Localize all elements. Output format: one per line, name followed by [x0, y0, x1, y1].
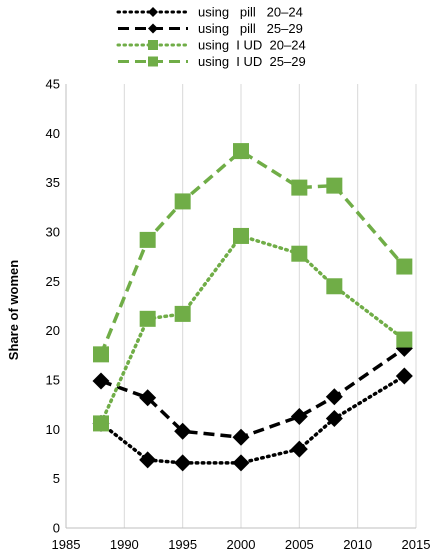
- data-point: [139, 310, 156, 327]
- y-tick-label: 45: [46, 77, 60, 92]
- x-tick-label: 2010: [343, 537, 372, 552]
- data-point: [326, 278, 343, 295]
- series-line: [99, 374, 407, 465]
- y-tick-label: 20: [46, 323, 60, 338]
- legend-label: using I UD 25–29: [198, 54, 306, 69]
- data-point: [291, 179, 308, 196]
- data-point: [396, 331, 413, 348]
- y-tick-label: 5: [53, 471, 60, 486]
- legend-entry: using I UD 20–24: [116, 38, 306, 53]
- y-axis-label: Share of women: [6, 260, 21, 360]
- y-tick-label: 0: [53, 521, 60, 536]
- data-point: [233, 143, 249, 160]
- series-layer: [92, 143, 413, 472]
- y-tick-label: 40: [46, 126, 60, 141]
- data-point: [174, 305, 191, 322]
- data-point: [233, 227, 249, 244]
- data-point: [93, 415, 109, 432]
- data-point: [174, 454, 192, 472]
- x-tick-label: 2015: [402, 537, 431, 552]
- data-point: [325, 409, 343, 427]
- legend-label: using pill 20–24: [198, 5, 303, 20]
- data-point: [396, 258, 413, 275]
- y-tick-label: 30: [46, 225, 60, 240]
- data-point: [174, 193, 191, 210]
- data-point: [232, 428, 250, 446]
- legend-marker: [148, 56, 158, 67]
- series-2: [92, 339, 413, 446]
- legend-marker: [148, 40, 158, 50]
- x-tick-label: 2005: [285, 537, 314, 552]
- legend-entry: using pill 25–29: [118, 21, 303, 36]
- axes: 0 5 10 15 20 25 30 35 40 45 1985 1990 1995 2000 2005 20…: [46, 77, 431, 553]
- y-tick-label: 35: [46, 175, 60, 190]
- y-tick-label: 15: [46, 373, 60, 388]
- data-point: [290, 440, 308, 458]
- data-point: [139, 451, 157, 469]
- data-point: [92, 372, 110, 390]
- series-4: [93, 143, 413, 363]
- y-tick-label: 10: [46, 422, 60, 437]
- data-point: [290, 408, 308, 426]
- legend-label: using pill 25–29: [198, 21, 303, 36]
- data-point: [395, 367, 413, 385]
- data-point: [326, 177, 343, 194]
- legend-marker: [148, 23, 158, 34]
- legend-marker: [148, 7, 158, 17]
- data-point: [291, 245, 308, 262]
- y-tick-label: 25: [46, 274, 60, 289]
- data-point: [174, 422, 192, 440]
- legend-entry: using I UD 25–29: [118, 54, 306, 69]
- data-point: [139, 231, 156, 248]
- x-tick-label: 1990: [110, 537, 139, 552]
- data-point: [139, 389, 157, 407]
- legend-entry: using pill 20–24: [116, 5, 303, 20]
- legend-label: using I UD 20–24: [198, 38, 306, 53]
- x-tick-label: 2000: [227, 537, 256, 552]
- series-1: [92, 367, 413, 472]
- data-point: [232, 454, 250, 472]
- x-tick-label: 1995: [168, 537, 197, 552]
- x-tick-label: 1985: [52, 537, 81, 552]
- series-3: [93, 227, 413, 432]
- data-point: [93, 346, 109, 363]
- data-point: [325, 388, 343, 406]
